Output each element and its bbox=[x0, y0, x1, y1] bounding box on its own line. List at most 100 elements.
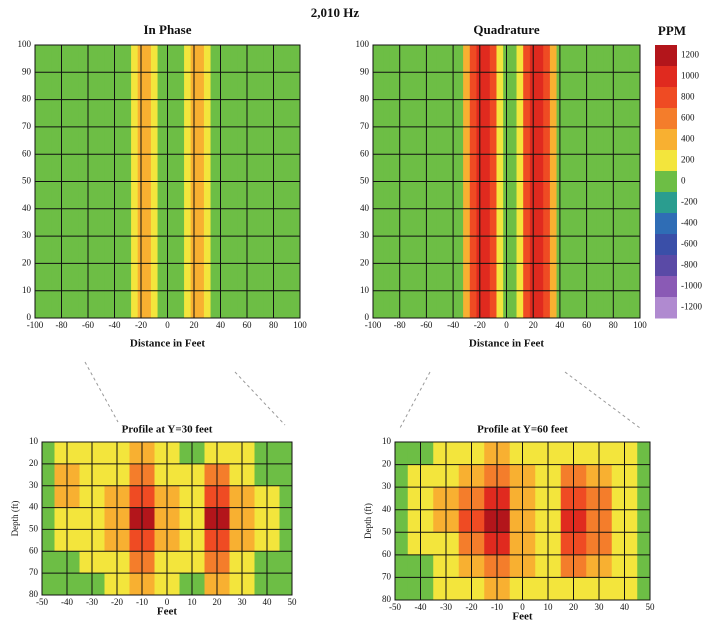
heatmap-cell bbox=[279, 485, 292, 509]
x-tick-label: -100 bbox=[27, 320, 44, 330]
colorbar-label: 0 bbox=[681, 176, 686, 186]
y-tick-label: 60 bbox=[29, 545, 39, 555]
y-tick-label: 60 bbox=[382, 549, 392, 559]
x-tick-label: 10 bbox=[544, 602, 554, 612]
y-axis-label: Depth (ft) bbox=[363, 503, 373, 539]
colorbar-label: 1000 bbox=[681, 71, 700, 81]
y-tick-label: 80 bbox=[360, 94, 370, 104]
y-tick-label: 100 bbox=[18, 39, 32, 49]
y-tick-label: 40 bbox=[382, 504, 392, 514]
colorbar-swatch bbox=[655, 150, 677, 172]
x-tick-label: 100 bbox=[293, 320, 307, 330]
x-tick-label: -20 bbox=[466, 602, 478, 612]
plot-frame bbox=[372, 44, 641, 319]
y-tick-label: 30 bbox=[360, 230, 370, 240]
plot-frame bbox=[394, 441, 651, 601]
x-tick-label: 80 bbox=[609, 320, 619, 330]
x-tick-label: 30 bbox=[595, 602, 605, 612]
plot-frame bbox=[41, 441, 293, 596]
x-tick-label: 20 bbox=[213, 597, 223, 607]
x-tick-label: 0 bbox=[520, 602, 525, 612]
colorbar-label: 600 bbox=[681, 113, 695, 123]
y-tick-label: 10 bbox=[29, 436, 39, 446]
x-tick-label: 0 bbox=[165, 320, 170, 330]
y-tick-label: 0 bbox=[27, 312, 32, 322]
x-tick-label: -30 bbox=[86, 597, 98, 607]
colorbar-label: -400 bbox=[681, 218, 698, 228]
colorbar-swatch bbox=[655, 129, 677, 151]
heatmap-cell bbox=[395, 532, 409, 556]
x-tick-label: 20 bbox=[190, 320, 200, 330]
x-tick-label: 80 bbox=[269, 320, 279, 330]
colorbar-swatch bbox=[655, 255, 677, 277]
x-tick-label: 20 bbox=[569, 602, 579, 612]
x-tick-label: -10 bbox=[136, 597, 148, 607]
x-tick-label: -40 bbox=[109, 320, 121, 330]
x-axis-label: Feet bbox=[512, 611, 532, 620]
x-tick-label: 0 bbox=[165, 597, 170, 607]
y-tick-label: 50 bbox=[360, 176, 370, 186]
chart-title: In Phase bbox=[143, 22, 191, 37]
x-tick-label: -30 bbox=[440, 602, 452, 612]
heatmap-cell bbox=[42, 573, 55, 595]
y-tick-label: 100 bbox=[356, 39, 370, 49]
x-tick-label: -20 bbox=[111, 597, 123, 607]
x-tick-label: 40 bbox=[263, 597, 273, 607]
heatmap-cell bbox=[279, 507, 292, 530]
y-tick-label: 30 bbox=[382, 481, 392, 491]
y-tick-label: 50 bbox=[29, 523, 39, 533]
chart-title: Profile at Y=60 feet bbox=[477, 424, 568, 436]
colorbar-label: 800 bbox=[681, 92, 695, 102]
heatmap-cell bbox=[395, 554, 409, 578]
colorbar-title: PPM bbox=[658, 23, 686, 38]
heatmap-cell bbox=[637, 554, 650, 578]
y-tick-label: 20 bbox=[382, 459, 392, 469]
y-tick-label: 60 bbox=[22, 148, 32, 158]
x-tick-label: 30 bbox=[238, 597, 248, 607]
colorbar-swatch bbox=[655, 66, 677, 88]
chart-title: Quadrature bbox=[473, 22, 539, 37]
colorbar-label: -1000 bbox=[681, 281, 702, 291]
figure-title: 2,010 Hz bbox=[311, 5, 360, 20]
colorbar-swatch bbox=[655, 213, 677, 235]
colorbar-label: -200 bbox=[681, 197, 698, 207]
x-tick-label: -100 bbox=[365, 320, 382, 330]
x-tick-label: -10 bbox=[491, 602, 503, 612]
y-tick-label: 60 bbox=[360, 148, 370, 158]
y-tick-label: 10 bbox=[382, 436, 392, 446]
x-axis-label: Distance in Feet bbox=[469, 338, 544, 350]
chart-title: Profile at Y=30 feet bbox=[122, 424, 213, 436]
plot-frame bbox=[34, 44, 301, 319]
x-tick-label: 60 bbox=[582, 320, 592, 330]
y-axis-label: Depth (ft) bbox=[10, 501, 20, 537]
y-tick-label: 20 bbox=[360, 257, 370, 267]
y-tick-label: 30 bbox=[29, 480, 39, 490]
y-tick-label: 40 bbox=[360, 203, 370, 213]
heatmap-cell bbox=[42, 463, 55, 487]
x-tick-label: 40 bbox=[216, 320, 226, 330]
x-tick-label: -20 bbox=[474, 320, 486, 330]
heatmap-cell bbox=[279, 463, 292, 487]
colorbar-swatch bbox=[655, 171, 677, 193]
y-tick-label: 70 bbox=[360, 121, 370, 131]
heatmap-cell bbox=[395, 509, 409, 533]
colorbar-swatch bbox=[655, 87, 677, 109]
heatmap-cell bbox=[637, 464, 650, 488]
heatmap-cell bbox=[637, 487, 650, 511]
y-tick-label: 90 bbox=[22, 66, 32, 76]
colorbar-label: 200 bbox=[681, 155, 695, 165]
heatmap-cell bbox=[395, 442, 409, 466]
heatmap-cell bbox=[42, 507, 55, 530]
x-tick-label: 0 bbox=[504, 320, 509, 330]
y-tick-label: 20 bbox=[29, 458, 39, 468]
y-tick-label: 40 bbox=[22, 203, 32, 213]
x-tick-label: 100 bbox=[633, 320, 647, 330]
colorbar-label: 400 bbox=[681, 134, 695, 144]
x-tick-label: -50 bbox=[389, 602, 401, 612]
heatmap-cell bbox=[279, 551, 292, 574]
colorbar-swatch bbox=[655, 234, 677, 256]
heatmap-cell bbox=[395, 464, 409, 488]
colorbar-swatch bbox=[655, 108, 677, 130]
colorbar-label: -1200 bbox=[681, 302, 702, 312]
heatmap-cell bbox=[279, 573, 292, 595]
